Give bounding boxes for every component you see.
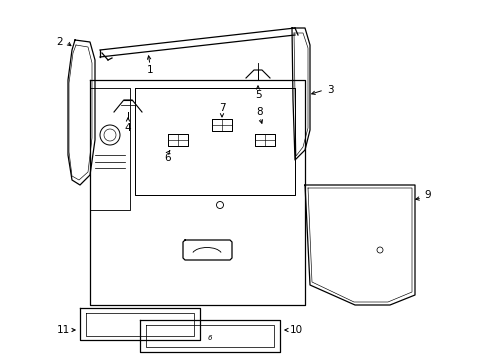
Text: 10: 10	[290, 325, 302, 335]
Text: 2: 2	[57, 37, 63, 47]
Text: 9: 9	[425, 190, 431, 200]
Text: 11: 11	[56, 325, 70, 335]
Text: 1: 1	[147, 65, 153, 75]
Text: 4: 4	[124, 123, 131, 133]
Text: 7: 7	[219, 103, 225, 113]
Text: 6: 6	[208, 335, 212, 341]
Text: 6: 6	[165, 153, 172, 163]
Text: 8: 8	[257, 107, 263, 117]
Text: 3: 3	[327, 85, 333, 95]
Text: 5: 5	[255, 90, 261, 100]
